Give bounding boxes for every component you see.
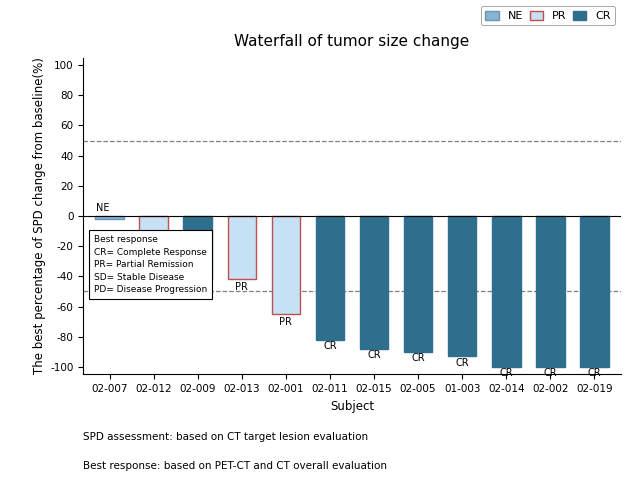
Bar: [271, 216, 300, 314]
Text: CR: CR: [543, 368, 557, 378]
Bar: [448, 216, 477, 356]
Bar: [184, 216, 212, 279]
Bar: [404, 216, 433, 352]
Bar: [227, 216, 256, 279]
Bar: [492, 216, 520, 367]
Title: Waterfall of tumor size change: Waterfall of tumor size change: [234, 35, 470, 49]
Text: Best response
CR= Complete Response
PR= Partial Remission
SD= Stable Disease
PD=: Best response CR= Complete Response PR= …: [94, 235, 207, 294]
Text: CR: CR: [412, 353, 425, 363]
Text: CR: CR: [499, 368, 513, 378]
Text: CR: CR: [367, 350, 381, 360]
X-axis label: Subject: Subject: [330, 400, 374, 413]
Text: CR: CR: [323, 341, 337, 351]
Bar: [580, 216, 609, 367]
Bar: [140, 216, 168, 264]
Text: PR: PR: [236, 282, 248, 292]
Bar: [360, 216, 388, 349]
Text: CR: CR: [455, 358, 469, 368]
Text: CR: CR: [588, 368, 601, 378]
Text: NE: NE: [97, 203, 110, 213]
Text: CR: CR: [191, 281, 205, 291]
Bar: [316, 216, 344, 340]
Bar: [536, 216, 564, 367]
Text: PR: PR: [280, 317, 292, 327]
Text: Best response: based on PET-CT and CT overall evaluation: Best response: based on PET-CT and CT ov…: [83, 461, 387, 471]
Text: PR: PR: [147, 267, 160, 277]
Bar: [95, 216, 124, 219]
Text: SPD assessment: based on CT target lesion evaluation: SPD assessment: based on CT target lesio…: [83, 432, 369, 442]
Y-axis label: The best percentage of SPD change from baseline(%): The best percentage of SPD change from b…: [33, 58, 46, 374]
Legend: NE, PR, CR: NE, PR, CR: [481, 6, 615, 25]
